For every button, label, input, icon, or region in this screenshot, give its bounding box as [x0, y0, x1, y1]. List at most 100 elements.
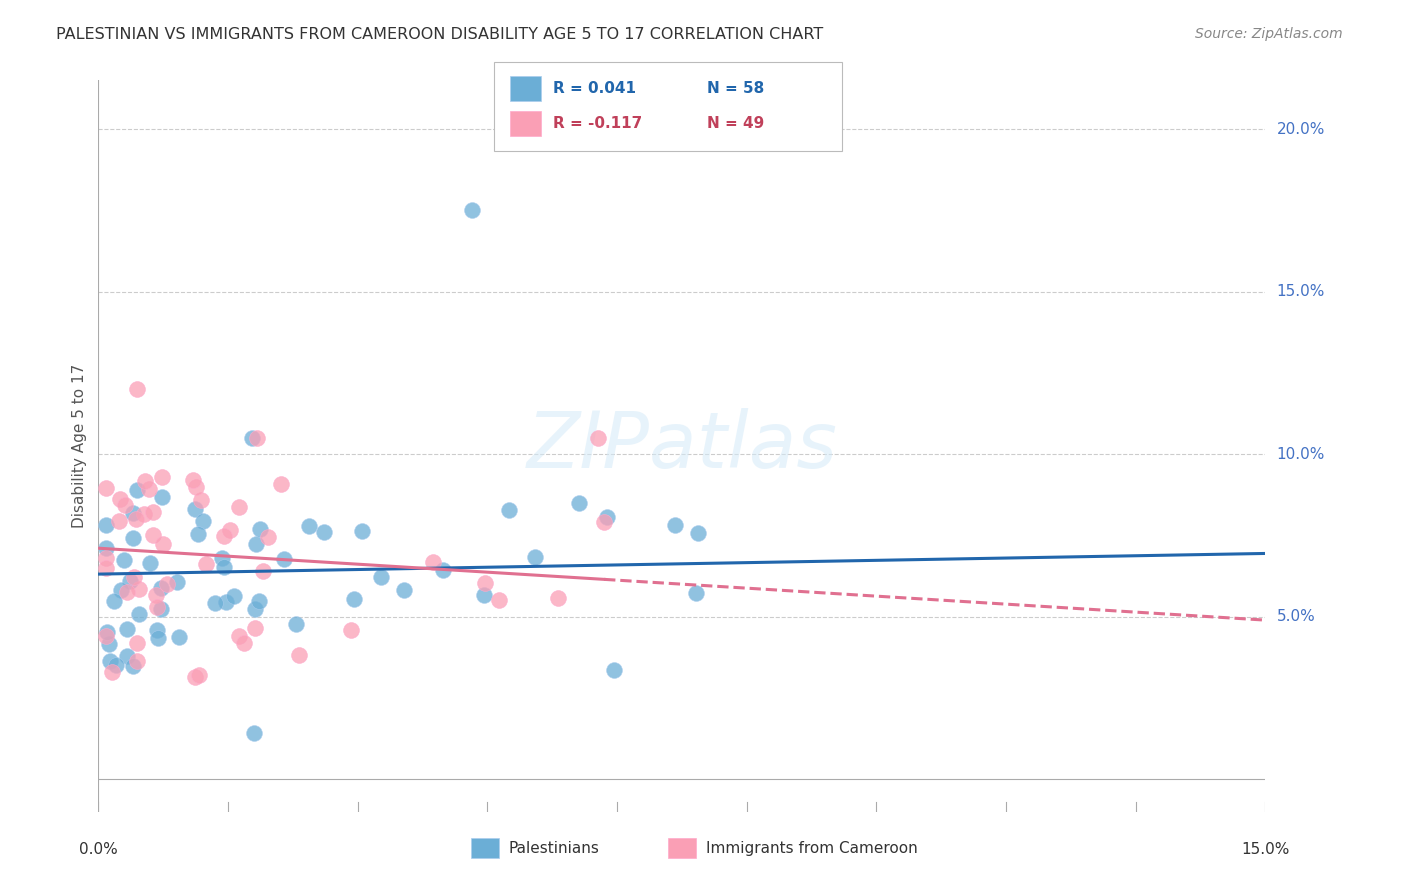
Point — [461, 203, 484, 218]
Text: ZIPatlas: ZIPatlas — [526, 408, 838, 484]
Bar — [471, 838, 499, 858]
Point — [472, 588, 495, 602]
Point — [110, 583, 132, 598]
Point — [117, 622, 139, 636]
Point — [149, 602, 172, 616]
Text: PALESTINIAN VS IMMIGRANTS FROM CAMEROON DISABILITY AGE 5 TO 17 CORRELATION CHART: PALESTINIAN VS IMMIGRANTS FROM CAMEROON … — [56, 27, 824, 42]
Point — [270, 476, 292, 491]
Point — [100, 665, 122, 680]
Point — [187, 527, 209, 541]
Point — [156, 577, 179, 591]
FancyBboxPatch shape — [494, 62, 842, 151]
Text: N = 49: N = 49 — [707, 117, 765, 131]
Point — [103, 594, 125, 608]
Point — [422, 555, 444, 569]
Point — [150, 491, 173, 505]
Point — [240, 431, 263, 445]
Text: N = 58: N = 58 — [707, 81, 765, 95]
Point — [138, 556, 160, 570]
Point — [134, 475, 156, 489]
Point — [96, 629, 118, 643]
Point — [593, 515, 616, 529]
Point — [685, 585, 707, 599]
Point — [243, 602, 266, 616]
Point — [249, 522, 271, 536]
Point — [122, 531, 145, 545]
Point — [567, 496, 589, 510]
Point — [96, 551, 118, 566]
Point — [146, 632, 169, 646]
Point — [350, 524, 373, 538]
Point — [246, 431, 269, 445]
Point — [211, 550, 233, 565]
Point — [191, 514, 214, 528]
Point — [98, 654, 121, 668]
Point — [547, 591, 569, 605]
Point — [243, 726, 266, 740]
Point — [228, 630, 250, 644]
Point — [243, 621, 266, 635]
Point — [222, 589, 245, 603]
Point — [125, 655, 148, 669]
Point — [125, 483, 148, 497]
Point — [370, 569, 392, 583]
Bar — [668, 838, 696, 858]
Point — [247, 594, 270, 608]
Point — [128, 582, 150, 596]
Point — [257, 530, 280, 544]
Point — [152, 537, 174, 551]
Point — [228, 500, 250, 515]
Point — [312, 525, 335, 540]
Point — [149, 581, 172, 595]
Point — [288, 648, 311, 663]
Point — [596, 509, 619, 524]
Point — [212, 529, 235, 543]
Point — [138, 482, 160, 496]
Text: Immigrants from Cameroon: Immigrants from Cameroon — [706, 841, 918, 855]
Point — [142, 505, 165, 519]
Bar — [510, 76, 541, 101]
Point — [212, 560, 235, 574]
Point — [190, 492, 212, 507]
Point — [184, 501, 207, 516]
Point — [474, 576, 496, 591]
Point — [108, 515, 131, 529]
Point — [105, 658, 128, 673]
Text: R = 0.041: R = 0.041 — [553, 81, 636, 95]
Point — [219, 523, 242, 537]
Text: 0.0%: 0.0% — [79, 842, 118, 857]
Point — [183, 670, 205, 684]
Point — [523, 550, 546, 565]
Point — [245, 536, 267, 550]
Point — [110, 492, 132, 507]
Text: 15.0%: 15.0% — [1241, 842, 1289, 857]
Point — [187, 668, 209, 682]
Point — [127, 382, 149, 396]
Point — [96, 624, 118, 639]
Point — [128, 607, 150, 622]
Text: Palestinians: Palestinians — [509, 841, 600, 855]
Point — [298, 518, 321, 533]
Text: R = -0.117: R = -0.117 — [553, 117, 641, 131]
Point — [392, 582, 415, 597]
Point — [215, 595, 238, 609]
Point — [117, 649, 139, 664]
Text: 10.0%: 10.0% — [1277, 447, 1324, 462]
Point — [194, 557, 217, 571]
Point — [145, 588, 167, 602]
Point — [664, 517, 686, 532]
Point — [586, 431, 609, 445]
Text: 20.0%: 20.0% — [1277, 121, 1324, 136]
Point — [120, 574, 142, 589]
Point — [124, 570, 146, 584]
Point — [117, 584, 139, 599]
Point — [146, 599, 169, 614]
Point — [232, 636, 254, 650]
Point — [125, 512, 148, 526]
Point — [340, 623, 363, 637]
Point — [602, 663, 624, 677]
Point — [273, 552, 295, 566]
Point — [488, 593, 510, 607]
Text: 5.0%: 5.0% — [1277, 609, 1315, 624]
Point — [252, 565, 274, 579]
